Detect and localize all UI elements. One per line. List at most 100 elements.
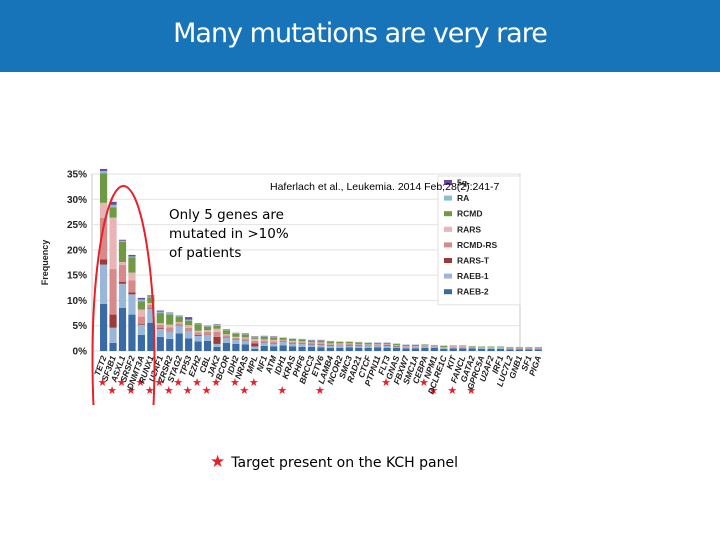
y-tick-label: 10% <box>67 296 87 307</box>
bar-segment-u2af1-raeb-2 <box>156 336 164 351</box>
bar-segment-nf1-rars-t <box>260 341 268 343</box>
bar-segment-cbl-ra <box>203 326 212 327</box>
bar-segment-tp53-ra <box>185 319 193 321</box>
bar-segment-jak2-rars-t <box>213 336 221 344</box>
bar-segment-zrsr2-raeb-1 <box>166 331 174 339</box>
bar-segment-zrsr2-rars-t <box>166 330 174 332</box>
bar-segment-sf3b1-raeb-2 <box>109 342 117 351</box>
bar-segment-bcor-rcmd-rs <box>222 335 231 338</box>
bar-segment-piga-rars <box>534 347 542 348</box>
bar-segment-gnb1-rars <box>515 347 523 348</box>
bar-segment-tp53-rcmd-rs <box>185 327 193 331</box>
footnote-text: Target present on the KCH panel <box>231 455 459 471</box>
bar-segment-kras-raeb-1 <box>289 343 297 347</box>
bar-segment-runx1-rars-t <box>147 308 155 309</box>
bar-segment-jak2-ra <box>213 324 221 326</box>
bar-segment-tet2-rars <box>100 202 108 218</box>
bar-segment-stag2-rcmd-rs <box>175 323 183 326</box>
bar-segment-tet2-raeb-2 <box>100 303 108 351</box>
y-tick-label: 25% <box>67 220 87 231</box>
bar-segment-mpl-raeb-2 <box>251 348 259 351</box>
kch-target-star-icon: ★ <box>230 376 240 389</box>
bar-segment-fbxw7-rcmd-rs <box>402 346 410 347</box>
bar-segment-srsf2-rcmd-rs <box>128 280 136 293</box>
legend-label: RARS-T <box>457 256 490 266</box>
bar-segment-sf3b1-rcmd <box>109 207 117 218</box>
legend-swatch <box>444 180 452 185</box>
bar-segment-cbl-rars-t <box>203 334 212 335</box>
bar-segment-tp53-rars-t <box>185 330 193 331</box>
bar-segment-idh2-rcmd-rs <box>232 337 240 340</box>
bar-segment-fancl-rcmd <box>459 345 467 346</box>
bar-segment-brcc3-ra <box>307 340 316 341</box>
bar-segment-zrsr2-rars <box>166 324 174 328</box>
bar-segment-smc3-rcmd-rs <box>345 343 353 345</box>
bar-segment-irf1-rcmd <box>496 346 505 347</box>
bar-segment-runx1-raeb-1 <box>147 308 155 323</box>
bar-segment-smc3-rcmd <box>345 341 353 344</box>
bar-segment-ptpn11-ra <box>374 342 382 343</box>
bar-segment-smc1a-rcmd <box>411 344 420 346</box>
bar-segment-runx1-rcmd <box>147 297 155 303</box>
bar-segment-nf1-rars <box>260 339 268 341</box>
bar-segment-sf3b1-ra <box>109 204 117 208</box>
bar-segment-asxl1-rars-t <box>118 281 127 284</box>
bar-segment-u2af1-rars <box>156 323 164 325</box>
bar-segment-lamb4-rcmd-rs <box>326 344 334 346</box>
bar-segment-gata2-raeb-2 <box>468 348 476 351</box>
bar-segment-stag2-raeb-1 <box>175 325 183 334</box>
bar-segment-mpl-rcmd-rs <box>251 340 259 344</box>
bar-segment-phf6-rcmd <box>298 339 306 342</box>
bar-segment-gata2-rcmd-rs <box>468 346 476 348</box>
bar-segment-nras-rcmd <box>241 334 249 338</box>
bar-segment-fbxw7-raeb-2 <box>402 348 410 351</box>
bar-segment-ptpn11-raeb-2 <box>374 347 382 351</box>
bar-segment-dclre1c-rcmd-rs <box>440 347 448 348</box>
bar-segment-zrsr2-rcmd-rs <box>166 327 174 331</box>
bar-segment-tp53-5q- <box>185 317 193 320</box>
bar-segment-cbl-raeb-1 <box>203 334 212 341</box>
bar-segment-smc3-ra <box>345 341 353 342</box>
bar-segment-ctcf-rcmd <box>364 342 372 345</box>
bar-segment-kit-raeb-2 <box>449 348 457 351</box>
bar-segment-fbxw7-rars <box>402 345 410 347</box>
bar-segment-tp53-raeb-1 <box>185 330 193 339</box>
bar-segment-npm1-rars <box>430 345 438 346</box>
bar-segment-etv6-5q- <box>317 339 325 341</box>
bar-segment-kras-rars-t <box>289 342 297 344</box>
bar-segment-etv6-rcmd-rs <box>317 343 325 345</box>
bar-segment-phf6-ra <box>298 338 306 340</box>
bar-segment-idh2-rars-t <box>232 339 240 340</box>
bar-segment-etv6-rars-t <box>317 344 325 345</box>
bar-segment-ezh2-raeb-1 <box>194 335 202 342</box>
bar-segment-idh2-ra <box>232 333 240 334</box>
bar-segment-fbxw7-rcmd <box>402 344 410 346</box>
bar-segment-brcc3-raeb-1 <box>307 344 316 347</box>
bar-segment-gnb1-rcmd-rs <box>515 347 523 349</box>
bar-segment-mpl-rars <box>251 338 259 341</box>
bar-segment-u2af1-raeb-1 <box>156 328 164 337</box>
bar-segment-luc7l2-raeb-2 <box>506 349 514 351</box>
bar-segment-gnas-raeb-1 <box>392 346 401 348</box>
bar-segment-nras-rars-t <box>241 339 249 341</box>
bar-segment-ncor2-rcmd <box>336 341 344 344</box>
bar-segment-fancl-raeb-1 <box>459 346 467 349</box>
bar-segment-ptpn11-rars <box>374 343 382 345</box>
bar-segment-gata2-rcmd <box>468 345 476 347</box>
bar-segment-nras-5q- <box>241 333 249 334</box>
bar-segment-brcc3-5q- <box>307 339 316 341</box>
bar-segment-asxl1-rcmd-rs <box>118 265 127 282</box>
bar-segment-brcc3-raeb-2 <box>307 346 316 351</box>
bar-segment-dnmt3a-rcmd <box>137 301 145 310</box>
kch-target-star-icon: ★ <box>381 376 391 389</box>
y-tick-label: 35% <box>67 170 87 181</box>
bar-segment-gata2-rars <box>468 346 476 347</box>
bar-segment-ncor2-ra <box>336 341 344 342</box>
bar-segment-rad21-raeb-2 <box>355 347 363 351</box>
kch-target-star-icon: ★ <box>173 376 183 389</box>
bar-segment-idh1-raeb-1 <box>279 341 287 346</box>
bar-segment-idh1-raeb-2 <box>279 345 287 351</box>
bar-segment-gnas-raeb-2 <box>392 347 401 351</box>
bar-segment-sf1-rcmd-rs <box>525 347 533 349</box>
bar-segment-irf1-raeb-1 <box>496 347 505 349</box>
